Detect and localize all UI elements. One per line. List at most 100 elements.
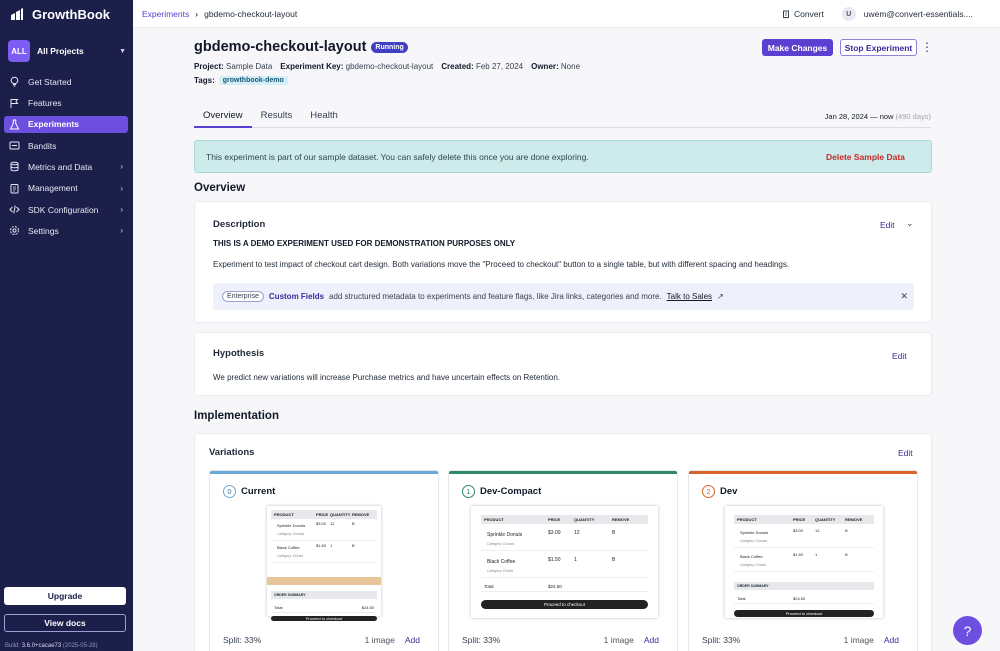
- alert-text: This experiment is part of our sample da…: [206, 151, 589, 162]
- sidebar-item-label: Metrics and Data: [28, 161, 93, 172]
- close-icon[interactable]: ✕: [900, 291, 908, 301]
- preview-qty: 12: [330, 521, 335, 526]
- variation-add-image-button[interactable]: Add: [643, 635, 659, 645]
- hypothesis-edit-button[interactable]: Edit: [892, 351, 907, 361]
- preview-header: QUANTITY: [574, 517, 595, 522]
- sidebar-item-metrics-and-data[interactable]: Metrics and Data ›: [4, 158, 128, 176]
- preview-product-name: Black Coffee: [740, 554, 763, 559]
- user-email[interactable]: uwem@convert-essentials....: [863, 9, 973, 19]
- meta-owner-value: None: [560, 62, 581, 71]
- preview-checkout-button: Proceed to checkout: [481, 600, 648, 609]
- database-icon: [9, 161, 20, 172]
- sidebar-item-bandits[interactable]: Bandits: [4, 137, 128, 155]
- sidebar-item-label: Experiments: [28, 119, 80, 130]
- sample-data-alert: This experiment is part of our sample da…: [194, 140, 932, 173]
- variation-header: 2 Dev: [702, 485, 737, 498]
- description-card: Description Edit ⌄ THIS IS A DEMO EXPERI…: [194, 201, 932, 323]
- variation-screenshot[interactable]: PRODUCT PRICE QUANTITY REMOVE Sprinkle Donu…: [471, 506, 658, 618]
- variation-index: 1: [462, 485, 475, 498]
- variation-screenshot[interactable]: PRODUCT PRICE QUANTITY REMOVE Sprinkle Donu…: [725, 506, 883, 618]
- hypothesis-text: We predict new variations will increase …: [213, 373, 560, 382]
- variation-image-count: 1 image: [843, 635, 874, 645]
- delete-sample-data-button[interactable]: Delete Sample Data: [826, 151, 905, 162]
- tab-results[interactable]: Results: [260, 110, 293, 121]
- sidebar-item-get-started[interactable]: Get Started: [4, 73, 128, 91]
- variation-add-image-button[interactable]: Add: [404, 635, 420, 645]
- avatar[interactable]: U: [841, 7, 856, 21]
- preview-product: Black Coffee Category: Drinks: [271, 541, 313, 562]
- tab-health[interactable]: Health: [310, 110, 338, 121]
- variation-footer: Split: 33% 1 image Add: [462, 635, 659, 645]
- meta-key-value: gbdemo-checkout-layout: [345, 62, 434, 71]
- stop-experiment-button[interactable]: Stop Experiment: [840, 39, 917, 56]
- build-info: Build: 3.6.0+cacae73 (2025-05-28): [5, 643, 98, 649]
- preview-total-label: Total: [484, 584, 494, 589]
- variation-card-dev: 2 Dev PRODUCT PRICE QUANTITY REMOVE Sprinkl…: [688, 470, 918, 651]
- preview-product-category: Category: Donuts: [740, 539, 768, 543]
- description-edit-button[interactable]: Edit: [880, 220, 895, 230]
- variations-edit-button[interactable]: Edit: [898, 448, 913, 458]
- tag-badge[interactable]: growthbook-demo: [218, 76, 288, 85]
- upgrade-button[interactable]: Upgrade: [4, 587, 126, 605]
- make-changes-button[interactable]: Make Changes: [762, 39, 833, 56]
- date-range-days: (490 days): [895, 112, 931, 121]
- tab-overview[interactable]: Overview: [194, 106, 252, 128]
- hypothesis-title: Hypothesis: [213, 348, 265, 359]
- preview-product: Sprinkle Donuts Category: Donuts: [481, 528, 545, 550]
- preview-product-name: Sprinkle Donuts: [740, 530, 769, 535]
- sidebar-item-sdk-configuration[interactable]: SDK Configuration ›: [4, 201, 128, 219]
- more-options-icon[interactable]: ⋮: [921, 40, 933, 54]
- sidebar-item-experiments[interactable]: Experiments: [4, 115, 128, 134]
- preview-checkout-button: Proceed to checkout: [734, 610, 874, 617]
- sidebar-item-settings[interactable]: Settings ›: [4, 222, 128, 240]
- custom-fields-link[interactable]: Custom Fields: [268, 292, 325, 301]
- date-range: Jan 28, 2024 — now (490 days): [825, 112, 931, 121]
- project-selector[interactable]: ALL All Projects ▼: [8, 39, 126, 63]
- sidebar-item-features[interactable]: Features: [4, 94, 128, 112]
- sidebar-nav: Get Started Features Experiments Bandits…: [0, 73, 133, 240]
- preview-header: PRODUCT: [737, 517, 757, 522]
- implementation-heading: Implementation: [194, 410, 279, 422]
- chevron-down-icon[interactable]: ⌄: [906, 218, 914, 228]
- preview-product-category: Category: Donuts: [277, 532, 305, 536]
- variation-split: Split: 33%: [223, 635, 262, 645]
- preview-product-name: Sprinkle Donuts: [277, 523, 306, 528]
- preview-qty: 12: [574, 530, 580, 536]
- meta-owner-label: Owner:: [531, 62, 559, 71]
- lightbulb-icon: [9, 76, 20, 87]
- preview-header: REMOVE: [612, 517, 630, 522]
- variation-screenshot[interactable]: PRODUCT PRICE QUANTITY REMOVE Sprinkle Donu…: [267, 506, 381, 621]
- description-text: Experiment to test impact of checkout ca…: [213, 260, 790, 269]
- tab-bar: Overview Results Health Jan 28, 2024 — n…: [194, 106, 931, 128]
- variation-image-count: 1 image: [603, 635, 634, 645]
- variations-title: Variations: [209, 447, 255, 458]
- view-docs-button[interactable]: View docs: [4, 614, 126, 632]
- sidebar-item-management[interactable]: Management ›: [4, 179, 128, 197]
- breadcrumb-experiments-link[interactable]: Experiments: [142, 8, 190, 19]
- clipboard-icon: [9, 183, 20, 194]
- preview-qty: 1: [574, 557, 577, 563]
- preview-header: PRODUCT: [484, 517, 504, 522]
- preview-order-summary: ORDER SUMMARY: [271, 591, 377, 599]
- sidebar-item-label: Settings: [28, 225, 59, 236]
- org-selector[interactable]: Convert: [782, 9, 824, 19]
- chevron-right-icon: ›: [120, 183, 123, 193]
- tags-label: Tags:: [194, 76, 215, 85]
- gear-icon: [9, 225, 20, 236]
- brand[interactable]: GrowthBook: [0, 0, 133, 28]
- preview-qty: 12: [815, 528, 820, 533]
- variation-footer: Split: 33% 1 image Add: [702, 635, 899, 645]
- variation-index: 0: [223, 485, 236, 498]
- preview-price: $3.00: [793, 528, 804, 533]
- variation-index: 2: [702, 485, 715, 498]
- chevron-right-icon: ›: [120, 162, 123, 172]
- meta-created-value: Feb 27, 2024: [475, 62, 524, 71]
- preview-price: $1.50: [793, 552, 804, 557]
- preview-order-summary: ORDER SUMMARY: [734, 582, 874, 590]
- talk-to-sales-link[interactable]: Talk to Sales: [666, 292, 713, 301]
- help-button[interactable]: ?: [953, 616, 982, 645]
- variation-add-image-button[interactable]: Add: [883, 635, 899, 645]
- variation-name: Current: [241, 486, 276, 497]
- hypothesis-card: Hypothesis Edit We predict new variation…: [194, 332, 932, 396]
- sidebar-item-label: Bandits: [28, 140, 57, 151]
